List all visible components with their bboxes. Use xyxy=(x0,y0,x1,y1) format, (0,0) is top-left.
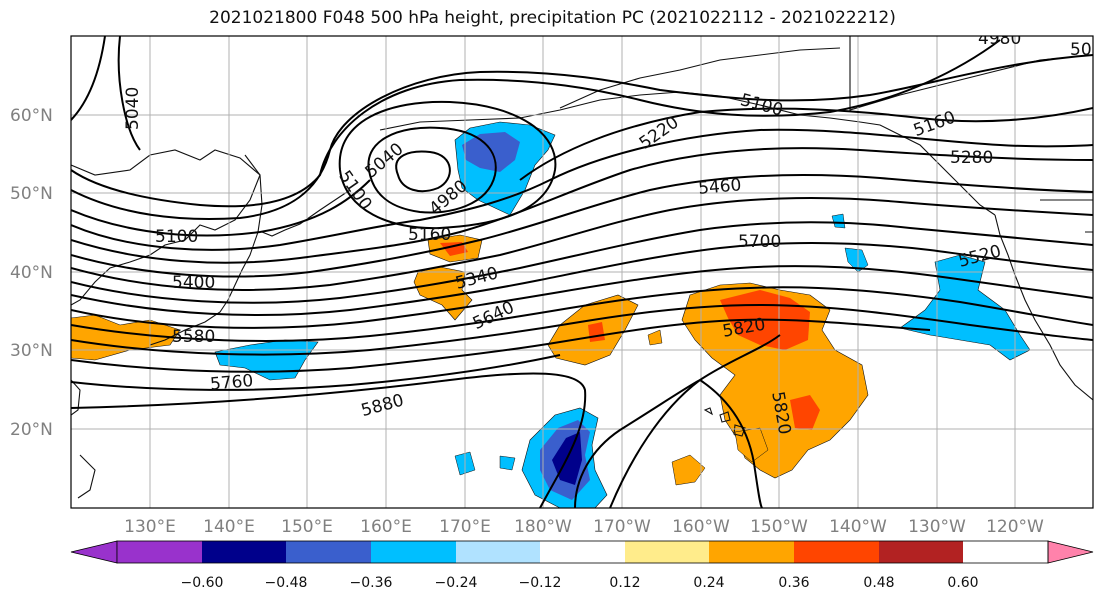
contour-label: 5280 xyxy=(950,148,993,168)
colorbar-segment xyxy=(540,541,625,563)
contour-label: 50 xyxy=(1070,40,1092,60)
lat-label-60n: 60°N xyxy=(10,106,53,126)
lon-label: 150°W xyxy=(750,517,808,537)
longitude-labels: 130°E 140°E 150°E 160°E 170°E 180°W 170°… xyxy=(124,517,1044,537)
colorbar-segment xyxy=(371,541,456,563)
colorbar-tick: 0.24 xyxy=(693,575,724,591)
colorbar-tick: 0.48 xyxy=(863,575,894,591)
colorbar-segment xyxy=(456,541,540,563)
contour-label: 5760 xyxy=(209,371,254,395)
colorbar-tick: −0.60 xyxy=(181,575,224,591)
coastlines xyxy=(71,36,1093,499)
map-title: 2021021800 F048 500 hPa height, precipit… xyxy=(209,8,896,28)
lon-label: 130°W xyxy=(908,517,966,537)
lat-label-30n: 30°N xyxy=(10,341,53,361)
lon-label: 180°W xyxy=(514,517,572,537)
gridlines xyxy=(71,36,1093,508)
contour-label: 4980 xyxy=(978,29,1021,49)
lon-label: 120°W xyxy=(986,517,1044,537)
colorbar-extend-left xyxy=(70,540,118,564)
contour-label: 5400 xyxy=(172,273,215,293)
colorbar-segment xyxy=(117,541,202,563)
colorbar-segment xyxy=(286,541,371,563)
colorbar-segment xyxy=(794,541,879,563)
colorbar-tick: 0.36 xyxy=(778,575,809,591)
lon-label: 140°W xyxy=(829,517,887,537)
contour-label: 5100 xyxy=(155,227,198,247)
colorbar-segment xyxy=(625,541,709,563)
negative-anomaly-east xyxy=(899,254,1031,361)
contour-label: 5040 xyxy=(123,87,143,130)
colorbar-tick: 0.12 xyxy=(609,575,640,591)
colorbar-segment xyxy=(709,541,794,563)
contour-label: 5460 xyxy=(697,175,742,199)
colorbar-segments xyxy=(117,541,963,563)
lon-label: 170°W xyxy=(593,517,651,537)
colorbar-tick: −0.12 xyxy=(519,575,562,591)
colorbar: −0.60 −0.48 −0.36 −0.24 −0.12 0.12 0.24 … xyxy=(70,540,1094,591)
colorbar-tick: 0.60 xyxy=(947,575,978,591)
colorbar-tick: −0.36 xyxy=(350,575,393,591)
colorbar-tick: −0.24 xyxy=(435,575,478,591)
lat-label-40n: 40°N xyxy=(10,263,53,283)
contour-label: 5160 xyxy=(408,225,451,245)
colorbar-segment xyxy=(202,541,286,563)
latitude-labels: 60°N 50°N 40°N 30°N 20°N xyxy=(10,106,53,440)
colorbar-frame xyxy=(116,540,1049,564)
contour-label: 5700 xyxy=(738,232,781,252)
lon-label: 150°E xyxy=(281,517,333,537)
lat-label-50n: 50°N xyxy=(10,184,53,204)
colorbar-tick: −0.48 xyxy=(265,575,308,591)
colorbar-segment xyxy=(879,541,963,563)
height-contours xyxy=(71,36,1093,508)
lon-label: 170°E xyxy=(439,517,491,537)
lon-label: 140°E xyxy=(203,517,255,537)
lon-label: 160°W xyxy=(672,517,730,537)
lon-label: 130°E xyxy=(124,517,176,537)
plot-frame xyxy=(70,35,1094,509)
lat-label-20n: 20°N xyxy=(10,420,53,440)
colorbar-extend-right xyxy=(1047,540,1094,564)
lon-label: 160°E xyxy=(360,517,412,537)
contour-label: 5580 xyxy=(172,327,215,347)
